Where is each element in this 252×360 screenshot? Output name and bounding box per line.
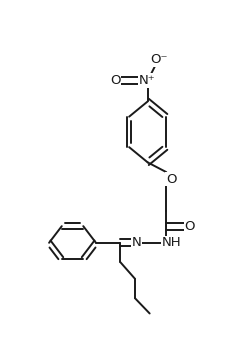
Text: O: O	[184, 220, 195, 233]
Text: O: O	[110, 74, 121, 87]
Text: N: N	[132, 236, 142, 249]
Text: O⁻: O⁻	[151, 53, 168, 66]
Text: N⁺: N⁺	[138, 74, 155, 87]
Text: NH: NH	[161, 236, 181, 249]
Text: O: O	[166, 172, 176, 185]
